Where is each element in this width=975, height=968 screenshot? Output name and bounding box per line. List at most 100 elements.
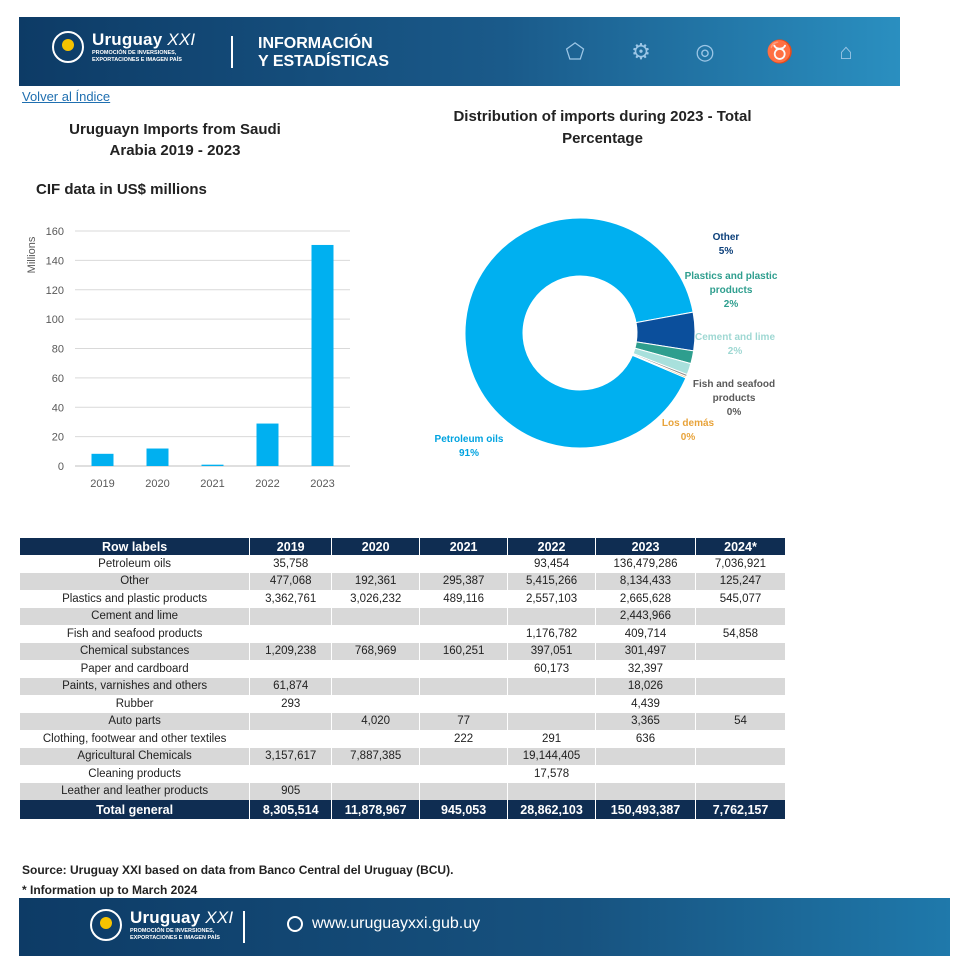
table-cell	[695, 660, 787, 678]
y-tick-label: 0	[58, 461, 64, 473]
row-label: Chemical substances	[20, 642, 251, 660]
table-cell	[419, 782, 509, 800]
table-cell	[695, 782, 787, 800]
table-cell	[331, 765, 421, 783]
table-cell: 291	[507, 730, 597, 748]
logo-tagline-1: PROMOCIÓN DE INVERSIONES,	[92, 50, 177, 56]
row-label: Rubber	[20, 695, 251, 713]
x-tick-label: 2022	[255, 478, 279, 490]
x-tick-label: 2023	[310, 478, 334, 490]
total-cell: 150,493,387	[595, 800, 696, 819]
source-note: Source: Uruguay XXI based on data from B…	[22, 863, 454, 897]
table-cell: 160,251	[419, 642, 509, 660]
slice-petroleum-oils	[464, 217, 694, 449]
table-cell	[695, 677, 787, 695]
table-cell	[695, 747, 787, 765]
table-cell	[695, 695, 787, 713]
table-cell: 2,443,966	[595, 607, 696, 625]
table-row: Auto parts 4,020 77 3,365 54	[20, 712, 787, 730]
row-label: Leather and leather products	[20, 782, 251, 800]
row-label: Cleaning products	[20, 765, 251, 783]
column-header: 2021	[419, 538, 509, 555]
slice-label: Other	[713, 232, 740, 243]
table-cell: 32,397	[595, 660, 696, 678]
globe-icon	[287, 916, 303, 932]
table-row: Paper and cardboard 60,173 32,397	[20, 660, 787, 678]
table-cell: 905	[249, 782, 333, 800]
column-header: 2024*	[695, 538, 787, 555]
total-cell: 28,862,103	[507, 800, 597, 819]
total-cell: 8,305,514	[249, 800, 333, 819]
table-cell: 409,714	[595, 625, 696, 643]
bar-chart-title: Uruguayn Imports from Saudi Arabia 2019 …	[69, 121, 281, 159]
x-tick-label: 2021	[200, 478, 224, 490]
globe-icon[interactable]: ◎	[695, 39, 715, 64]
table-row: Paints, varnishes and others 61,874 18,026	[20, 677, 787, 695]
bar-2021	[201, 464, 224, 466]
column-header: 2020	[331, 538, 421, 555]
uruguay-map-icon[interactable]: ⬠	[565, 39, 585, 64]
table-cell	[595, 747, 696, 765]
table-cell: 3,362,761	[249, 590, 333, 608]
footer-tagline-2: EXPORTACIONES E IMAGEN PAÍS	[130, 934, 220, 941]
table-cell	[249, 712, 333, 730]
footer-tagline-1: PROMOCIÓN DE INVERSIONES,	[130, 928, 215, 934]
table-cell: 35,758	[249, 555, 333, 573]
table-cell: 18,026	[595, 677, 696, 695]
row-label: Paper and cardboard	[20, 660, 251, 678]
back-to-index-link[interactable]: Volver al Índice	[22, 89, 111, 104]
row-label: Paints, varnishes and others	[20, 677, 251, 695]
slice-los-dem-s	[631, 353, 688, 379]
bar-2023	[311, 244, 334, 466]
slice-label: Los demás	[662, 418, 715, 429]
x-tick-label: 2020	[145, 478, 169, 490]
table-cell: 636	[595, 730, 696, 748]
table-cell	[695, 765, 787, 783]
table-cell	[507, 695, 597, 713]
table-cell: 222	[419, 730, 509, 748]
table-row: Chemical substances 1,209,238 768,969 160,2…	[20, 642, 787, 660]
table-cell	[331, 555, 421, 573]
table-row: Leather and leather products 905	[20, 782, 787, 800]
table-cell	[331, 625, 421, 643]
footer-logo-brand: Uruguay XXI	[130, 908, 234, 927]
industry-icon[interactable]: ⌂	[839, 39, 853, 64]
row-label: Plastics and plastic products	[20, 590, 251, 608]
table-cell: 19,144,405	[507, 747, 597, 765]
slice-label: products	[713, 393, 756, 404]
table-cell	[419, 747, 509, 765]
y-tick-label: 20	[52, 432, 64, 444]
total-label: Total general	[20, 800, 251, 819]
table-cell	[331, 677, 421, 695]
table-cell	[331, 660, 421, 678]
total-row: Total general 8,305,514 11,878,967 945,053 2…	[20, 800, 787, 819]
table-cell: 93,454	[507, 555, 597, 573]
tractor-icon[interactable]: ⚙	[631, 39, 651, 64]
table-cell	[419, 625, 509, 643]
table-cell	[331, 607, 421, 625]
website-text: www.uruguayxxi.gub.uy	[312, 915, 481, 932]
row-label: Agricultural Chemicals	[20, 747, 251, 765]
website-link[interactable]: www.uruguayxxi.gub.uy	[287, 915, 480, 933]
table-cell	[595, 782, 696, 800]
bar-2019	[91, 453, 114, 466]
table-cell: 125,247	[695, 572, 787, 590]
table-row: Other 477,068 192,361 295,387 5,415,266 8,134…	[20, 572, 787, 590]
footer-divider	[243, 911, 245, 943]
table-cell: 1,209,238	[249, 642, 333, 660]
table-cell: 17,578	[507, 765, 597, 783]
table-cell: 54	[695, 712, 787, 730]
row-label: Auto parts	[20, 712, 251, 730]
table-cell: 7,036,921	[695, 555, 787, 573]
section-title: INFORMACIÓN Y ESTADÍSTICAS	[258, 35, 389, 70]
table-row: Fish and seafood products 1,176,782 409,71…	[20, 625, 787, 643]
table-cell	[249, 660, 333, 678]
table-cell	[507, 677, 597, 695]
table-cell: 768,969	[331, 642, 421, 660]
slice-label: Fish and seafood	[693, 379, 775, 390]
slice-pct-label: 91%	[459, 448, 479, 459]
row-label: Petroleum oils	[20, 555, 251, 573]
table-cell: 192,361	[331, 572, 421, 590]
bar-2022	[256, 423, 279, 466]
cow-icon[interactable]: ♉	[766, 39, 794, 64]
